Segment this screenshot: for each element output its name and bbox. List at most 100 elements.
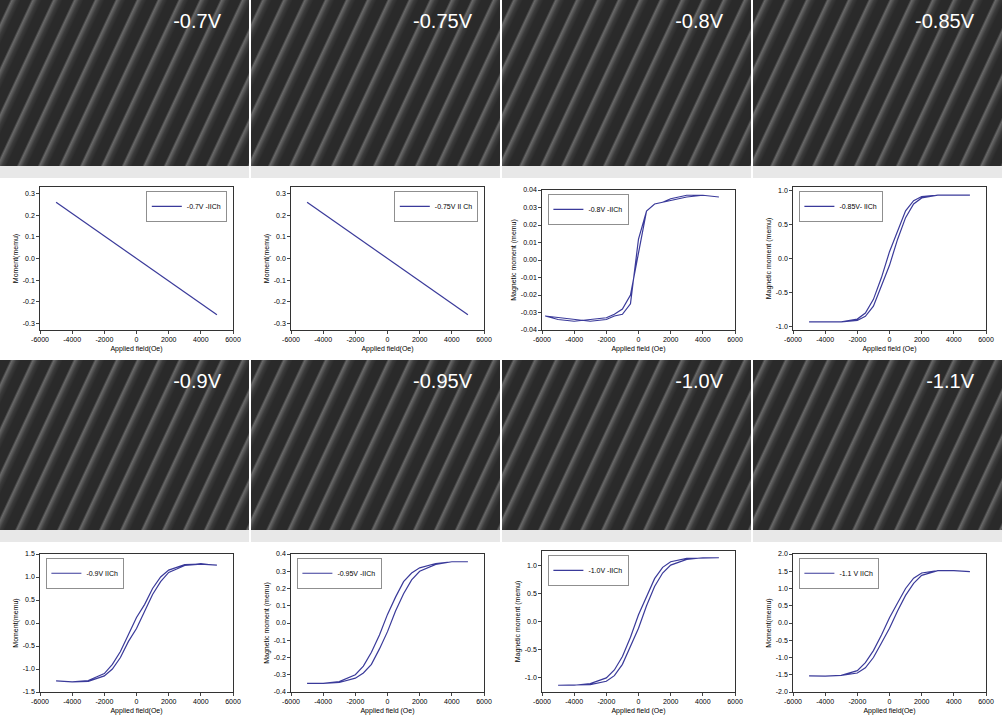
svg-text:Applied field (Oe): Applied field (Oe)	[862, 345, 916, 353]
svg-text:-1.0: -1.0	[525, 674, 537, 681]
svg-text:-4000: -4000	[63, 698, 81, 705]
svg-text:-2000: -2000	[597, 336, 615, 343]
svg-text:-0.03: -0.03	[521, 309, 537, 316]
svg-text:-2000: -2000	[848, 336, 866, 343]
svg-text:0.01: 0.01	[523, 239, 537, 246]
svg-text:0.3: 0.3	[276, 190, 286, 197]
svg-text:-0.5: -0.5	[776, 637, 788, 644]
svg-text:0.5: 0.5	[778, 602, 788, 609]
svg-text:-4000: -4000	[816, 698, 834, 705]
svg-text:2000: 2000	[914, 698, 930, 705]
svg-text:0.2: 0.2	[25, 212, 35, 219]
svg-text:-6000: -6000	[282, 698, 300, 705]
svg-text:Applied field (Oe): Applied field (Oe)	[611, 707, 665, 715]
svg-text:-0.5: -0.5	[525, 646, 537, 653]
svg-text:0.0: 0.0	[25, 255, 35, 262]
svg-text:Applied field(Oe): Applied field(Oe)	[110, 707, 162, 715]
svg-text:0.1: 0.1	[276, 602, 286, 609]
svg-text:-2.0: -2.0	[776, 688, 788, 695]
svg-text:-0.1: -0.1	[23, 277, 35, 284]
svg-text:0.1: 0.1	[276, 233, 286, 240]
svg-text:Magnetic moment (memu): Magnetic moment (memu)	[510, 219, 518, 301]
svg-text:0: 0	[637, 698, 641, 705]
svg-text:-1.0: -1.0	[23, 665, 35, 672]
svg-text:0.0: 0.0	[25, 619, 35, 626]
svg-text:0.2: 0.2	[276, 585, 286, 592]
svg-text:-6000: -6000	[31, 698, 49, 705]
svg-text:Magnetic moment (memu): Magnetic moment (memu)	[263, 582, 271, 664]
svg-text:6000: 6000	[225, 336, 241, 343]
svg-text:1.5: 1.5	[25, 550, 35, 557]
svg-text:0.4: 0.4	[276, 550, 286, 557]
svg-text:-1.5: -1.5	[23, 688, 35, 695]
svg-text:0: 0	[386, 698, 390, 705]
svg-text:2000: 2000	[412, 698, 428, 705]
svg-text:-4000: -4000	[565, 336, 583, 343]
svg-text:-4000: -4000	[565, 698, 583, 705]
svg-text:Moment(memu): Moment(memu)	[263, 234, 271, 283]
svg-text:0: 0	[888, 336, 892, 343]
svg-text:0.1: 0.1	[25, 233, 35, 240]
svg-text:-0.2: -0.2	[274, 654, 286, 661]
svg-text:2000: 2000	[663, 698, 679, 705]
svg-text:-0.3: -0.3	[274, 671, 286, 678]
svg-text:-0.5: -0.5	[23, 642, 35, 649]
svg-text:2000: 2000	[412, 336, 428, 343]
svg-text:0.2: 0.2	[276, 212, 286, 219]
svg-text:4000: 4000	[193, 698, 209, 705]
svg-text:-1.1 V IICh: -1.1 V IICh	[839, 570, 873, 577]
svg-text:-0.95V -IICh: -0.95V -IICh	[337, 570, 375, 577]
svg-text:6000: 6000	[978, 336, 994, 343]
svg-text:0: 0	[135, 698, 139, 705]
svg-text:Magnetic moment (memu): Magnetic moment (memu)	[765, 218, 773, 300]
svg-text:-2000: -2000	[95, 698, 113, 705]
svg-text:-0.8V -IICh: -0.8V -IICh	[588, 206, 622, 213]
svg-text:Applied field(Oe): Applied field(Oe)	[361, 345, 413, 353]
svg-text:1.0: 1.0	[25, 573, 35, 580]
svg-text:4000: 4000	[695, 336, 711, 343]
svg-text:-2000: -2000	[848, 698, 866, 705]
svg-text:4000: 4000	[193, 336, 209, 343]
svg-text:4000: 4000	[444, 698, 460, 705]
svg-text:0.0: 0.0	[276, 619, 286, 626]
svg-text:4000: 4000	[695, 698, 711, 705]
svg-text:-4000: -4000	[816, 336, 834, 343]
svg-text:Magnetic moment (memu): Magnetic moment (memu)	[514, 581, 522, 663]
svg-text:-2000: -2000	[346, 698, 364, 705]
svg-text:-2000: -2000	[346, 336, 364, 343]
svg-text:6000: 6000	[476, 336, 492, 343]
svg-text:-0.3: -0.3	[23, 320, 35, 327]
svg-text:-2000: -2000	[95, 336, 113, 343]
svg-text:0.0: 0.0	[778, 619, 788, 626]
svg-text:0.3: 0.3	[25, 190, 35, 197]
svg-text:-2000: -2000	[597, 698, 615, 705]
svg-text:-0.2: -0.2	[23, 298, 35, 305]
svg-text:-6000: -6000	[784, 698, 802, 705]
svg-text:4000: 4000	[946, 698, 962, 705]
svg-text:2000: 2000	[663, 336, 679, 343]
svg-text:2000: 2000	[161, 698, 177, 705]
svg-text:2.0: 2.0	[778, 550, 788, 557]
svg-text:Applied field(Oe): Applied field(Oe)	[863, 707, 915, 715]
svg-text:4000: 4000	[444, 336, 460, 343]
svg-text:6000: 6000	[727, 698, 743, 705]
svg-text:-1.5: -1.5	[776, 671, 788, 678]
svg-text:-4000: -4000	[314, 336, 332, 343]
svg-text:-0.85V- IICh: -0.85V- IICh	[839, 203, 876, 210]
svg-text:1.5: 1.5	[778, 568, 788, 575]
svg-text:1.0: 1.0	[778, 187, 788, 194]
svg-text:Moment(memu): Moment(memu)	[765, 598, 773, 647]
svg-text:0.0: 0.0	[276, 255, 286, 262]
svg-text:0.5: 0.5	[778, 221, 788, 228]
svg-text:6000: 6000	[225, 698, 241, 705]
svg-text:-1.0V -IICh: -1.0V -IICh	[588, 567, 622, 574]
svg-text:0.5: 0.5	[25, 596, 35, 603]
svg-text:2000: 2000	[914, 336, 930, 343]
svg-text:0.02: 0.02	[523, 221, 537, 228]
svg-text:Applied field(Oe): Applied field(Oe)	[110, 345, 162, 353]
svg-text:4000: 4000	[946, 336, 962, 343]
svg-text:Applied field (Oe): Applied field (Oe)	[360, 707, 414, 715]
svg-text:0.04: 0.04	[523, 186, 537, 193]
svg-text:0.0: 0.0	[527, 618, 537, 625]
svg-text:0: 0	[135, 336, 139, 343]
